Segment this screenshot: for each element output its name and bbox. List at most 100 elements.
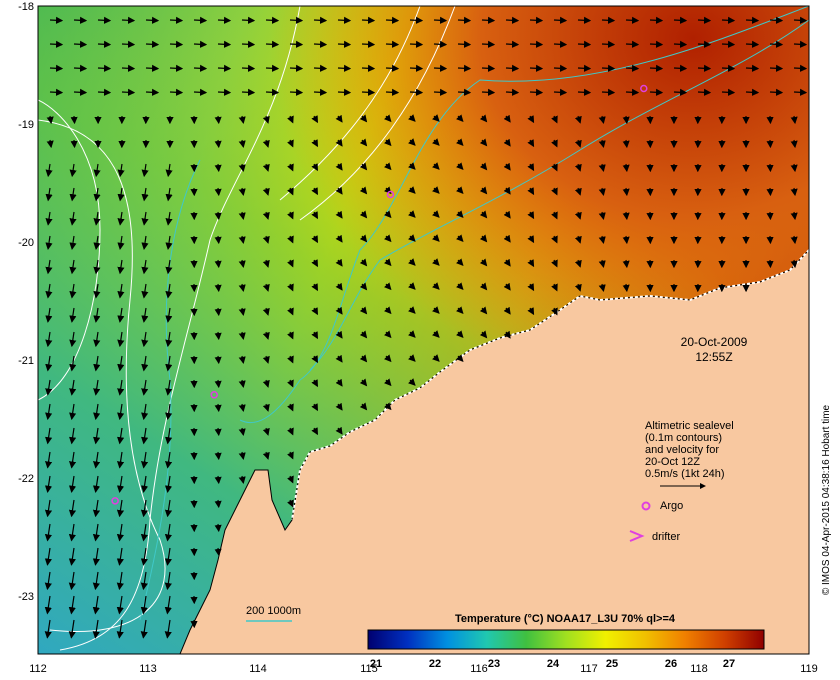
velocity-arrow	[479, 306, 488, 315]
velocity-arrow	[287, 379, 294, 388]
velocity-arrow	[44, 547, 52, 566]
velocity-arrow	[384, 210, 392, 219]
velocity-arrow	[287, 115, 294, 124]
velocity-arrow	[529, 40, 544, 48]
velocity-arrow	[409, 40, 424, 48]
velocity-arrow	[165, 235, 173, 250]
velocity-arrow	[479, 210, 488, 219]
velocity-arrow	[335, 138, 343, 147]
velocity-arrow	[93, 235, 101, 250]
velocity-arrow	[69, 355, 77, 372]
velocity-arrow	[69, 379, 77, 396]
velocity-arrow	[92, 475, 101, 493]
velocity-arrow	[790, 115, 798, 125]
velocity-arrow	[311, 187, 318, 196]
velocity-arrow	[673, 88, 688, 96]
velocity-arrow	[673, 40, 688, 48]
velocity-arrow	[214, 115, 222, 125]
velocity-arrow	[529, 88, 544, 96]
velocity-arrow	[456, 234, 464, 243]
velocity-arrow	[529, 16, 544, 24]
velocity-arrow	[649, 88, 664, 96]
velocity-arrow	[598, 235, 606, 245]
velocity-arrow	[262, 355, 270, 364]
velocity-arrow	[93, 331, 101, 348]
velocity-arrow	[335, 330, 343, 339]
velocity-arrow	[649, 40, 664, 48]
velocity-arrow	[577, 40, 592, 48]
velocity-arrow	[214, 355, 222, 365]
velocity-arrow	[193, 64, 208, 72]
velocity-arrow	[433, 40, 448, 48]
velocity-arrow	[262, 451, 270, 460]
velocity-arrow	[790, 211, 798, 221]
velocity-arrow	[238, 427, 246, 437]
velocity-arrow	[793, 40, 808, 48]
velocity-arrow	[287, 211, 294, 220]
velocity-arrow	[335, 210, 343, 219]
velocity-arrow	[49, 40, 64, 48]
velocity-arrow	[145, 64, 160, 72]
velocity-arrow	[145, 40, 160, 48]
velocity-arrow	[574, 283, 582, 292]
velocity-arrow	[241, 40, 256, 48]
velocity-arrow	[527, 211, 535, 220]
velocity-arrow	[481, 88, 496, 96]
velocity-arrow	[265, 40, 280, 48]
velocity-arrow	[337, 16, 352, 24]
velocity-arrow	[790, 163, 798, 173]
velocity-arrow	[721, 88, 736, 96]
velocity-arrow	[574, 235, 582, 244]
velocity-arrow	[769, 16, 784, 24]
velocity-arrow	[408, 138, 416, 146]
velocity-arrow	[601, 16, 616, 24]
velocity-arrow	[164, 475, 173, 493]
colorbar-ramp	[367, 629, 765, 650]
velocity-arrow	[769, 64, 784, 72]
velocity-arrow	[622, 139, 630, 149]
velocity-arrow	[384, 402, 392, 411]
velocity-arrow	[116, 547, 124, 566]
velocity-arrow	[503, 210, 511, 219]
velocity-arrow	[214, 451, 222, 461]
velocity-arrow	[238, 451, 246, 461]
velocity-arrow	[145, 16, 160, 24]
velocity-arrow	[265, 16, 280, 24]
velocity-arrow	[457, 40, 472, 48]
velocity-arrow	[408, 378, 416, 386]
velocity-arrow	[625, 64, 640, 72]
velocity-arrow	[479, 330, 488, 339]
velocity-arrow	[697, 40, 712, 48]
velocity-arrow	[622, 283, 630, 293]
velocity-arrow	[214, 403, 222, 413]
velocity-arrow	[553, 88, 568, 96]
velocity-arrow	[141, 187, 149, 202]
velocity-arrow	[217, 40, 232, 48]
velocity-arrow	[793, 88, 808, 96]
velocity-arrow	[335, 354, 343, 363]
lat-tick: -22	[18, 473, 34, 485]
velocity-arrow	[164, 619, 172, 639]
velocity-arrow	[745, 16, 760, 24]
velocity-arrow	[408, 330, 416, 338]
velocity-arrow	[45, 259, 53, 275]
velocity-arrow	[551, 163, 558, 172]
velocity-arrow	[45, 163, 53, 178]
argo-float-marker	[111, 497, 119, 505]
velocity-arrow	[408, 306, 416, 314]
velocity-arrow	[384, 138, 392, 147]
velocity-arrow	[551, 307, 558, 316]
velocity-arrow	[359, 330, 368, 339]
velocity-arrow	[481, 16, 496, 24]
velocity-arrow	[649, 64, 664, 72]
velocity-arrow	[69, 403, 77, 421]
velocity-arrow	[217, 64, 232, 72]
velocity-arrow	[335, 378, 343, 387]
velocity-arrow	[69, 283, 77, 299]
coastline-foam	[291, 249, 809, 521]
lat-tick: -23	[18, 591, 34, 603]
velocity-arrow	[45, 331, 53, 348]
velocity-arrow	[432, 162, 440, 170]
velocity-arrow	[92, 499, 101, 518]
velocity-legend: Altimetric sealevel (0.1m contours) and …	[629, 420, 734, 543]
